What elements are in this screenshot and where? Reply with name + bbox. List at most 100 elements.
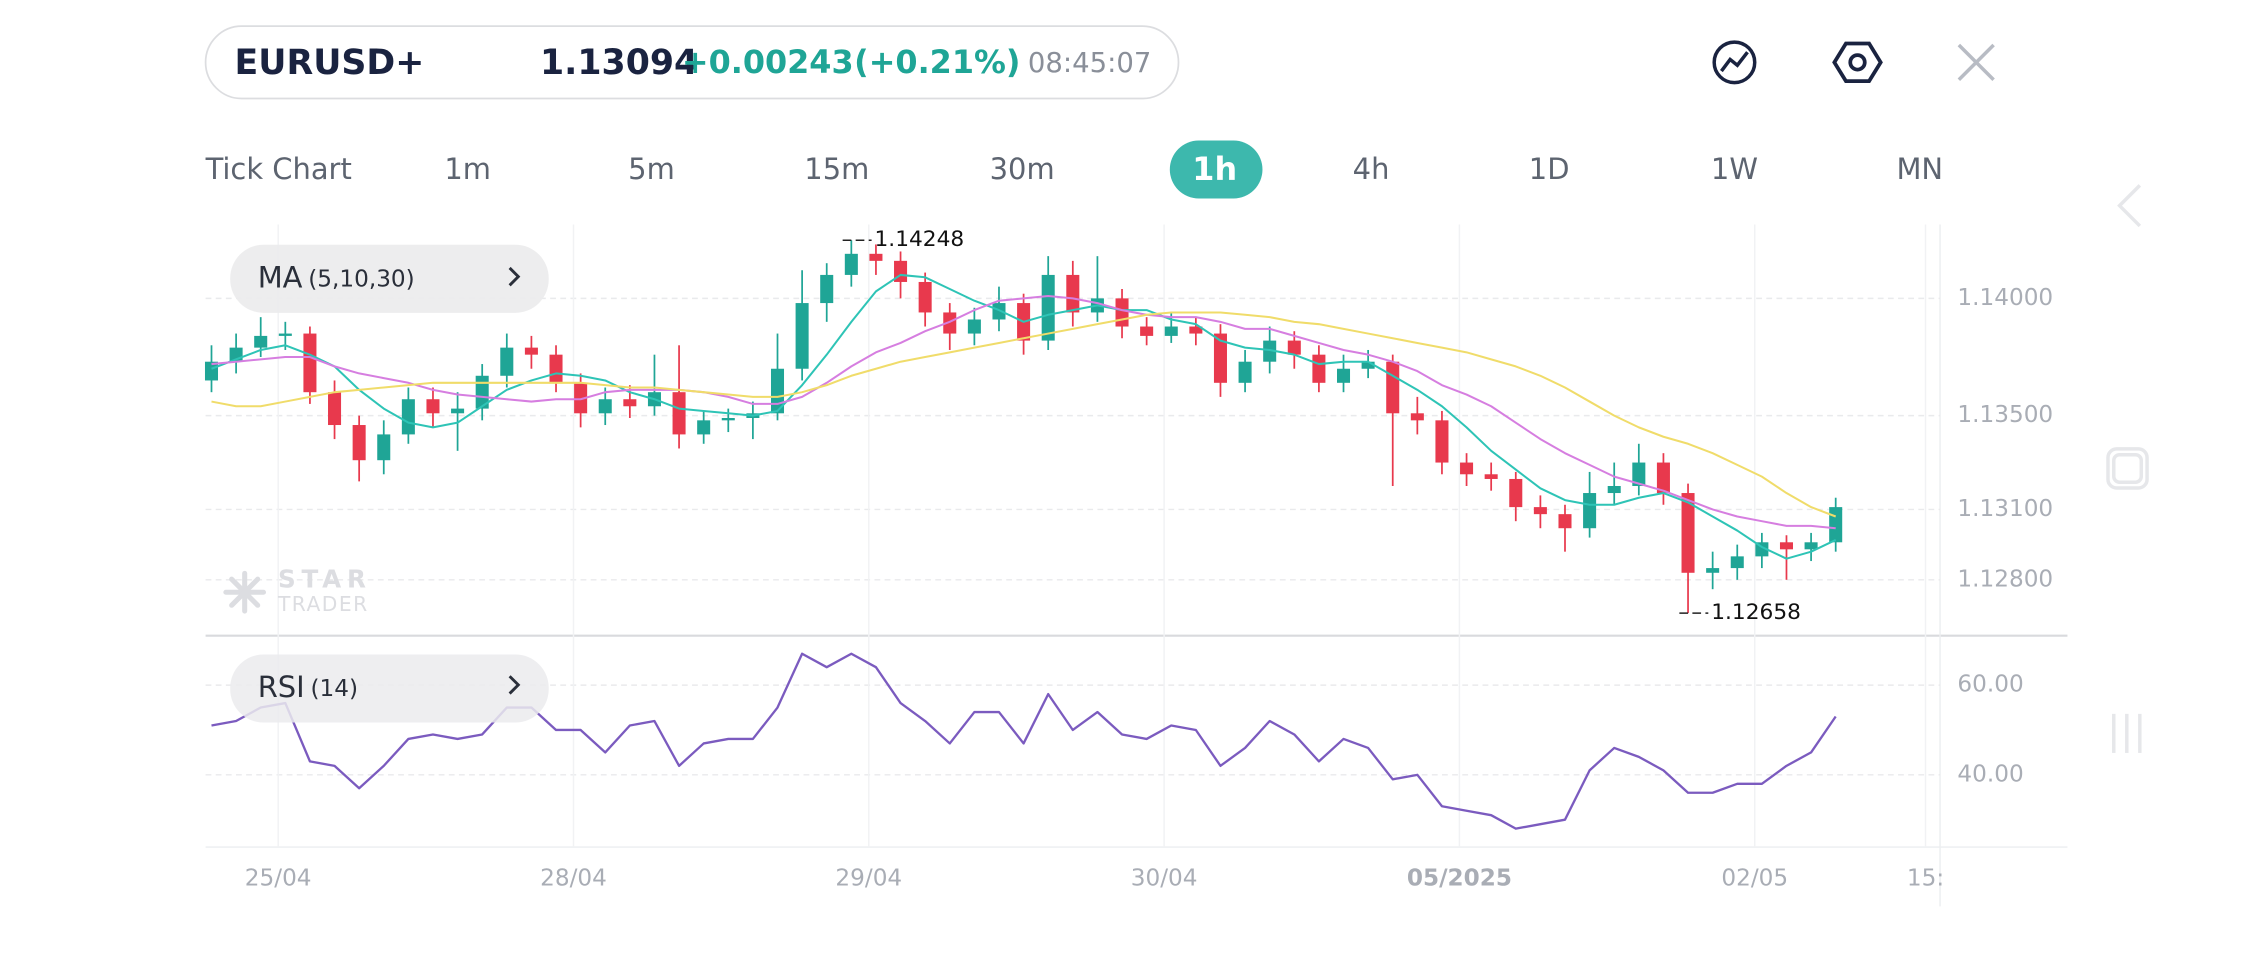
candle-body (1583, 493, 1597, 529)
watermark: STAR TRADER (223, 565, 369, 616)
symbol-bar[interactable] (204, 25, 1180, 100)
y-tick-label: 1.13100 (1957, 496, 2053, 522)
candle-body (1410, 413, 1424, 421)
timeframe-tab[interactable]: 1D (1529, 152, 1570, 186)
candle-body (1066, 274, 1080, 313)
candle-body (574, 382, 588, 414)
candle-body (1632, 462, 1646, 487)
candle-body (1656, 462, 1670, 494)
candle-body (1681, 493, 1695, 573)
candle-body (303, 333, 317, 393)
timeframe-tab[interactable]: 1h (1192, 150, 1237, 188)
candle-body (1533, 507, 1547, 515)
candle-body (1336, 368, 1351, 383)
candle-body (697, 420, 711, 435)
candle-body (992, 303, 1006, 320)
timeframe-tab[interactable]: 30m (990, 152, 1055, 186)
candle-body (1312, 354, 1326, 383)
candle-body (721, 417, 735, 421)
indicator-name: RSI (258, 670, 305, 704)
timeframe-tab[interactable]: 1m (444, 152, 491, 186)
time: 08:45:07 (1028, 47, 1152, 79)
ma-line (211, 295, 1836, 530)
x-tick-label: 29/04 (835, 865, 902, 891)
timeframe-tab[interactable]: 4h (1353, 152, 1390, 186)
candle-body (1730, 556, 1744, 569)
candle-body (1607, 486, 1621, 494)
svg-text:MA(5,10,30): MA (5,10,30) (258, 261, 415, 295)
candle-body (500, 347, 514, 376)
candle-body (672, 392, 686, 435)
candle-body (1164, 326, 1178, 336)
candle-body (1779, 542, 1793, 550)
x-tick-label: 15: (1907, 865, 1944, 891)
candle-body (1460, 462, 1474, 475)
candle-body (475, 375, 489, 409)
candle-body (352, 425, 366, 461)
x-tick-label: 28/04 (540, 865, 607, 891)
candle-body (1558, 514, 1572, 529)
candle-body (967, 319, 981, 334)
candle-body (1238, 361, 1252, 383)
candle-body (1386, 361, 1400, 414)
candle-body (328, 392, 342, 426)
candle-body (1804, 542, 1818, 550)
candle-body (254, 335, 268, 348)
candle-body (795, 303, 809, 369)
annotation-label: 1.14248 (874, 227, 964, 252)
timeframe-tab[interactable]: 15m (804, 152, 869, 186)
y-tick-label: 1.14000 (1957, 285, 2053, 311)
timeframe-tabs: Tick Chart 1m 5m 15m 30m 1h 4h 1D 1W MN (205, 150, 1943, 188)
candle-body (820, 274, 834, 304)
timeframe-tab[interactable]: 5m (628, 152, 675, 186)
indicator-icon[interactable] (1712, 40, 1757, 85)
candle-body (918, 281, 932, 313)
indicator-name: MA (258, 261, 303, 295)
candle-body (1115, 298, 1129, 327)
candle-body (1829, 507, 1843, 543)
close-icon[interactable] (1957, 43, 1995, 81)
candle-body (204, 361, 219, 381)
ma-pill[interactable]: MA (5,10,30) (230, 244, 549, 313)
ma-line (211, 311, 1837, 518)
candle-body (426, 399, 440, 414)
candle-body (623, 399, 637, 407)
rsi-pill[interactable]: RSI (14) (230, 654, 549, 723)
annotation-label: 1.12658 (1711, 600, 1801, 625)
rsi-line (211, 652, 1837, 830)
candle-body (1706, 568, 1720, 573)
watermark-text: TRADER (277, 592, 369, 616)
price-change: +0.00243 (682, 43, 854, 81)
candle-body (1435, 420, 1449, 463)
timeframe-tab[interactable]: Tick Chart (205, 152, 352, 186)
candle-body (278, 333, 292, 336)
candle-body (1213, 333, 1227, 383)
timeframe-tab[interactable]: MN (1896, 152, 1943, 186)
y-tick-label: 40.00 (1957, 761, 2023, 787)
candle-body (377, 434, 391, 461)
indicator-params: (14) (311, 676, 359, 702)
symbol: EURUSD+ (235, 43, 425, 83)
candle-body (524, 347, 538, 355)
y-tick-label: 1.12800 (1957, 566, 2053, 592)
candle-body (1287, 340, 1301, 355)
nav-icons (2106, 184, 2149, 753)
x-tick-label: 30/04 (1131, 865, 1198, 891)
x-tick-label: 02/05 (1721, 865, 1788, 891)
price: 1.13094 (540, 43, 698, 83)
y-tick-label: 1.13500 (1957, 402, 2053, 428)
candle-body (869, 253, 883, 261)
y-tick-label: 60.00 (1957, 672, 2023, 698)
x-tick-label: 25/04 (245, 865, 312, 891)
candle-body (943, 312, 957, 334)
candle-body (1140, 326, 1154, 336)
candle-body (401, 399, 415, 435)
candle-body (1484, 474, 1498, 479)
settings-icon[interactable] (1832, 41, 1883, 84)
timeframe-tab[interactable]: 1W (1711, 152, 1758, 186)
candle-body (1509, 478, 1523, 508)
candle-body (844, 253, 858, 275)
x-tick-label: 05/2025 (1407, 865, 1512, 891)
